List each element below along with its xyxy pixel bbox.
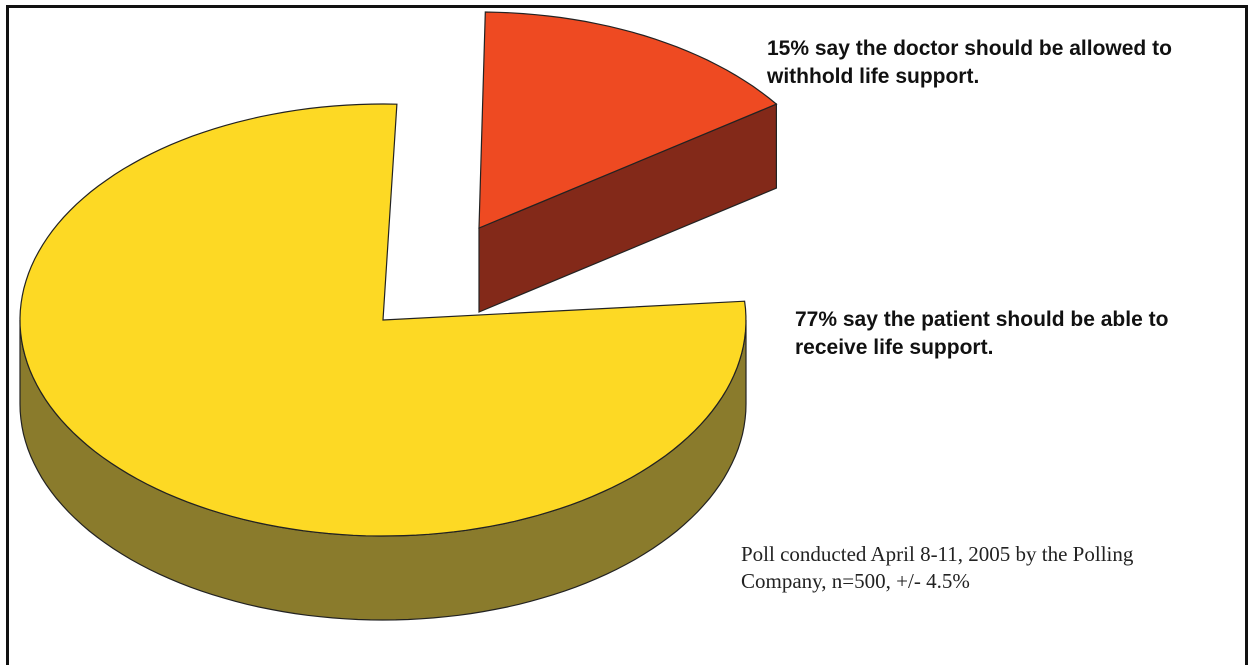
- pie-slice-withhold-top: [478, 11, 778, 229]
- pie-slice-withhold: [478, 11, 778, 313]
- pie-slice-receive-top: [19, 103, 747, 537]
- slice-label-receive: 77% say the patient should be able to re…: [795, 308, 1169, 359]
- poll-note: Poll conducted April 8-11, 2005 by the P…: [741, 542, 1134, 593]
- slice-label-withhold: 15% say the doctor should be allowed to …: [767, 37, 1172, 88]
- pie-slice-receive: [19, 103, 747, 621]
